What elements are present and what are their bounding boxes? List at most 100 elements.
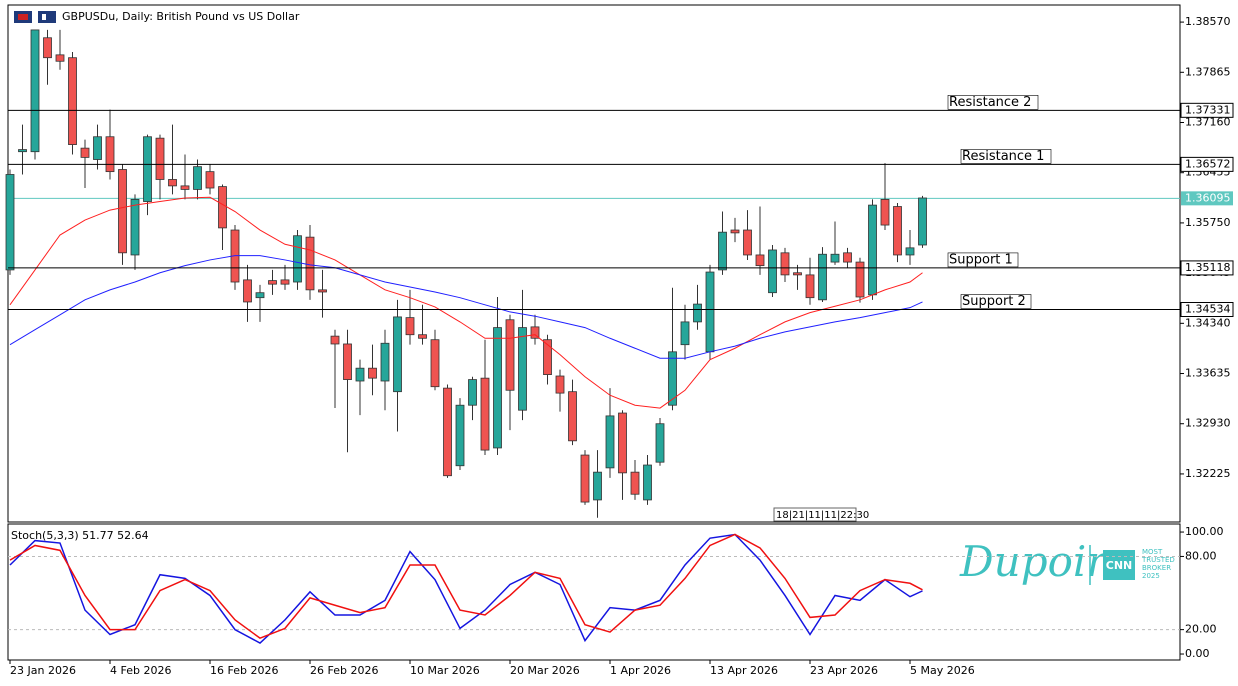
candle-body [580, 454, 590, 503]
x-tick-label: 23 Jan 2026 [10, 664, 76, 677]
y-tick-label: 1.33635 [1185, 367, 1231, 380]
candle-body [418, 334, 427, 339]
candle-body [605, 415, 615, 469]
x-tick-label: 1 Apr 2026 [610, 664, 671, 677]
x-tick-label: 10 Mar 2026 [410, 664, 480, 677]
candle-body [293, 235, 302, 283]
candle-body [718, 231, 727, 271]
candle-body [255, 292, 265, 299]
moving-average [9, 196, 923, 409]
timer: 18|21|11|11|22:30 [776, 510, 869, 521]
candle-body [218, 186, 227, 229]
candle-body [530, 326, 540, 339]
x-tick-label: 5 May 2026 [910, 664, 975, 677]
candle-body [143, 136, 152, 202]
candle-body [80, 147, 90, 158]
y-tick-label: 1.32930 [1185, 417, 1231, 430]
candle-body [705, 271, 715, 353]
badge: CNN [1106, 559, 1133, 572]
candle-body [555, 375, 565, 394]
candle-body [618, 412, 627, 474]
brand: Dupoin [959, 537, 1113, 586]
tagline: MOST [1142, 548, 1163, 556]
candle-body [818, 253, 827, 301]
candle-body [668, 351, 677, 406]
tagline: 2025 [1142, 572, 1160, 580]
candle-body [55, 54, 65, 62]
candle-body [268, 280, 277, 285]
candle-body [893, 206, 902, 256]
x-tick-label: 26 Feb 2026 [310, 664, 378, 677]
level-price: 1.34534 [1185, 303, 1231, 316]
candle-body [855, 261, 865, 298]
candle-body [30, 29, 40, 153]
candle-body [318, 289, 327, 293]
level-label-box [960, 294, 1032, 309]
tagline: BROKER [1142, 564, 1171, 572]
candle-body [518, 327, 527, 411]
candle-body [430, 339, 440, 388]
x-tick-label: 16 Feb 2026 [210, 664, 278, 677]
y-tick-label: 100.00 [1185, 525, 1224, 538]
candle-body [880, 199, 890, 226]
level-price: 1.37331 [1185, 103, 1231, 116]
level-label: Support 1 [949, 252, 1013, 267]
x-tick-label: 20 Mar 2026 [510, 664, 580, 677]
candle-body [830, 253, 840, 263]
chart-title: GBPUSDu, Daily: British Pound vs US Doll… [62, 10, 300, 23]
y-tick-label: 20.00 [1185, 623, 1217, 636]
candle-body [505, 319, 515, 391]
price-box [1181, 191, 1233, 206]
candle-body [280, 279, 290, 285]
x-tick-label: 13 Apr 2026 [710, 664, 778, 677]
candle-body [543, 339, 552, 375]
level-price: 1.35118 [1185, 261, 1231, 274]
level-price-box [1180, 102, 1234, 118]
candle-body [130, 199, 140, 256]
symbol-icon [14, 11, 56, 23]
candle-body [643, 464, 652, 501]
y-tick-label: 1.37865 [1185, 65, 1231, 78]
stoch-k: 51.77 [82, 529, 114, 542]
x-tick-label: 23 Apr 2026 [810, 664, 878, 677]
candle-body [68, 57, 77, 145]
level-label: Resistance 2 [949, 95, 1031, 110]
candle-body [593, 471, 602, 501]
candle-body [405, 317, 415, 336]
timer-box [773, 507, 857, 522]
candle-body [793, 272, 802, 276]
candle-body [393, 316, 402, 393]
level-label: Resistance 1 [962, 149, 1044, 164]
candle-body [680, 321, 690, 346]
candle-body [168, 179, 177, 187]
badge-box [1103, 550, 1135, 580]
candle-body [493, 327, 502, 449]
candle-body [43, 37, 52, 59]
moving-average [9, 255, 923, 359]
candle-body [18, 149, 27, 153]
level-label-box [947, 252, 1019, 268]
candle-body [330, 335, 340, 345]
stoch-line [9, 533, 923, 644]
level-price-box [1180, 260, 1234, 276]
candle-body [843, 252, 852, 263]
y-tick-label: 1.35750 [1185, 216, 1231, 229]
candle-body [155, 137, 165, 180]
level-price: 1.36572 [1185, 157, 1231, 170]
stoch-pane [7, 523, 1181, 661]
y-tick-label: 0.00 [1185, 647, 1210, 660]
candle-body [305, 236, 315, 291]
candle-body [468, 379, 477, 406]
candle-body [455, 404, 465, 467]
x-tick-label: 4 Feb 2026 [110, 664, 171, 677]
candle-body [180, 185, 190, 190]
candle-body [243, 279, 252, 303]
stoch-name: Stoch(5,3,3) [11, 529, 79, 542]
y-tick-label: 1.34340 [1185, 316, 1231, 329]
candle-body [118, 169, 127, 254]
candle-body [730, 229, 740, 234]
candle-body [868, 204, 877, 296]
level-label: Support 2 [962, 294, 1026, 309]
